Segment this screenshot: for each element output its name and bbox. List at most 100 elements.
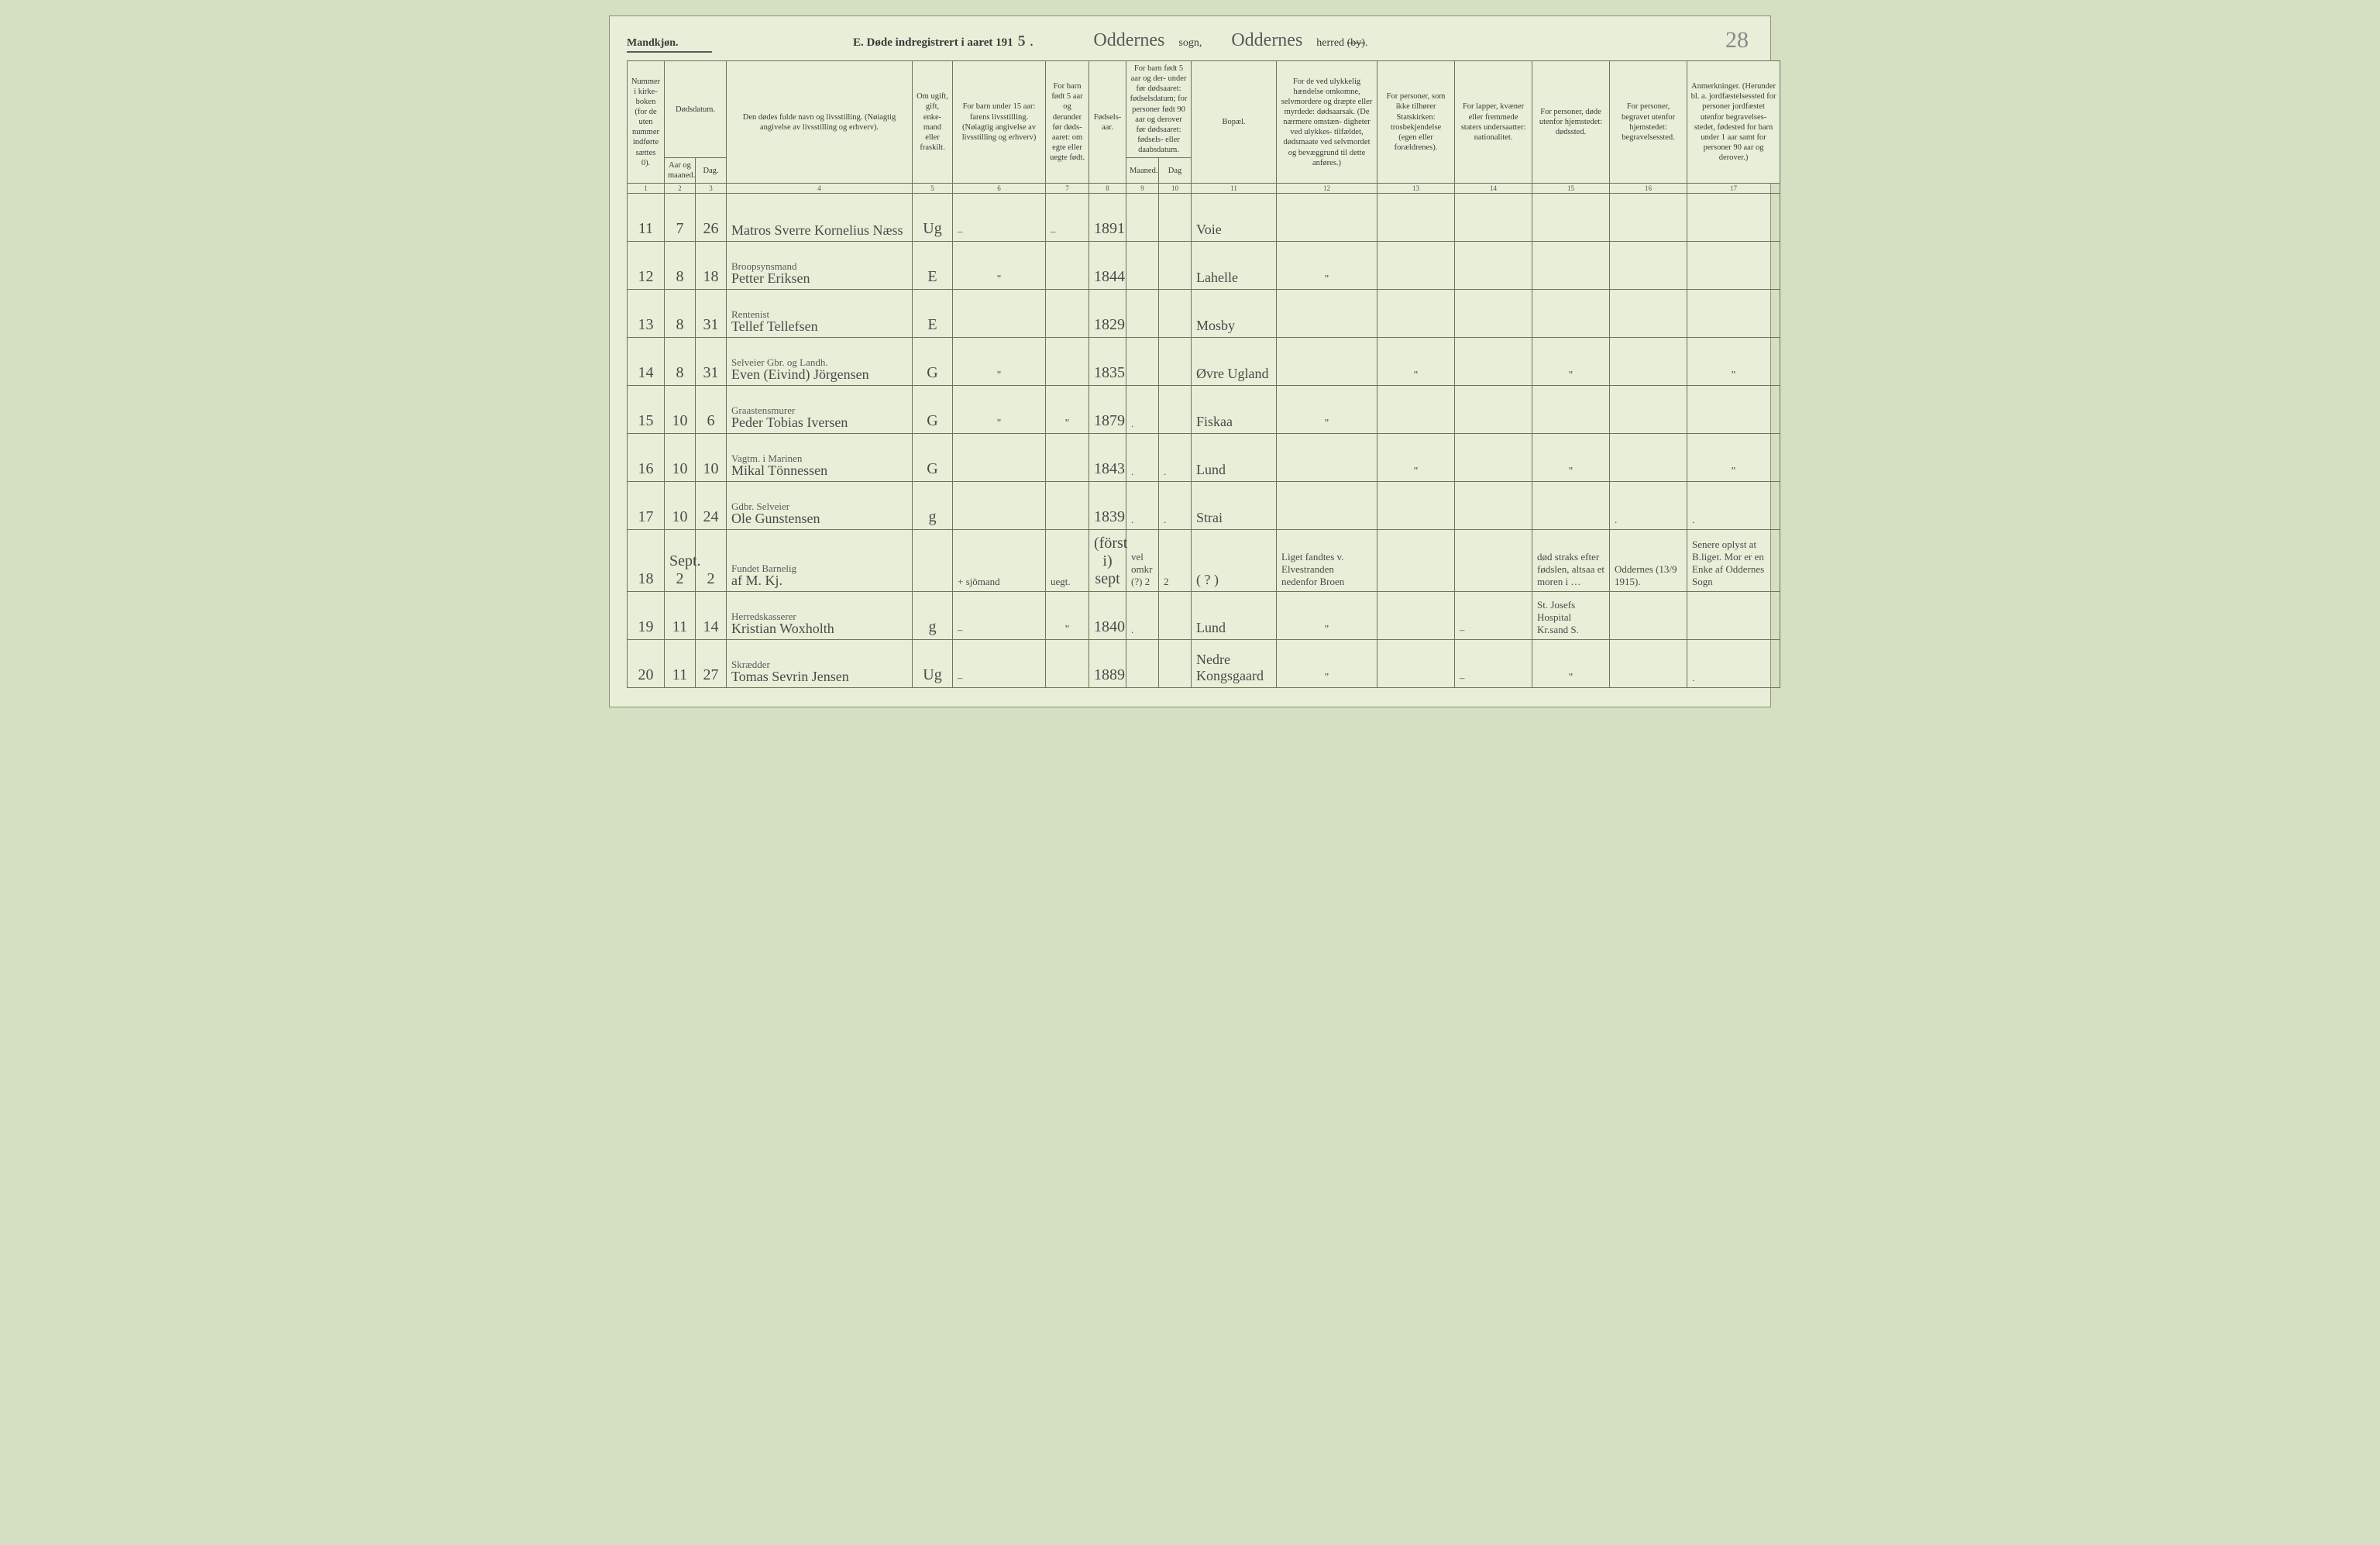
cell-number: 20 [628, 640, 665, 688]
table-row: 15106GraastensmurerPeder Tobias IversenG… [628, 386, 1780, 434]
cell-birth-day [1159, 386, 1192, 434]
ledger-table: Nummer i kirke- boken (for de uten numme… [627, 60, 1780, 688]
cell-name: Matros Sverre Kornelius Næss [727, 194, 913, 242]
cell-month: 8 [665, 242, 696, 290]
cell-day: 14 [696, 592, 727, 640]
occupation: Skrædder [731, 659, 907, 670]
col-9-10-header: For barn født 5 aar og der- under før dø… [1126, 61, 1192, 158]
person-name: Petter Eriksen [731, 271, 907, 286]
cell-cause: " [1277, 592, 1377, 640]
ledger-page: 28 Mandkjøn. E. Døde indregistrert i aar… [609, 15, 1771, 707]
person-name: Tomas Sevrin Jensen [731, 669, 907, 684]
cell-cause [1277, 290, 1377, 338]
cell-legit [1046, 338, 1089, 386]
cell-cause: " [1277, 242, 1377, 290]
cell-father [953, 290, 1046, 338]
person-name: Mikal Tönnessen [731, 463, 907, 478]
cell-birth-day [1159, 640, 1192, 688]
cell-remarks: . [1687, 482, 1780, 530]
cell-deathplace: " [1532, 338, 1610, 386]
district-label: herred (by). [1316, 37, 1367, 50]
col-7-header: For barn født 5 aar og derunder før døds… [1046, 61, 1089, 184]
cell-burialplace [1610, 434, 1687, 482]
cell-birth-month: . [1126, 386, 1159, 434]
col-12-header: For de ved ulykkelig hændelse omkomne, s… [1277, 61, 1377, 184]
cell-faith [1377, 592, 1455, 640]
cell-deathplace [1532, 482, 1610, 530]
cell-father: + sjömand [953, 530, 1046, 592]
cell-number: 16 [628, 434, 665, 482]
parish-label: sogn, [1178, 37, 1202, 50]
cell-birth-month [1126, 290, 1159, 338]
cell-father [953, 482, 1046, 530]
column-number-row: 1 2 3 4 5 6 7 8 9 10 11 12 13 14 15 16 1… [628, 184, 1780, 194]
person-name: Kristian Woxholth [731, 621, 907, 636]
cell-marital: g [913, 592, 953, 640]
cell-residence: Lund [1192, 592, 1277, 640]
occupation: Broopsynsmand [731, 261, 907, 272]
cell-name: Vagtm. i MarinenMikal Tönnessen [727, 434, 913, 482]
cell-deathplace [1532, 290, 1610, 338]
col-15-header: For personer, døde utenfor hjemstedet: d… [1532, 61, 1610, 184]
cell-remarks [1687, 242, 1780, 290]
struck-by: (by) [1347, 37, 1365, 49]
occupation: Gdbr. Selveier [731, 501, 907, 512]
cell-birthyear: 1889 [1089, 640, 1126, 688]
cell-legit [1046, 434, 1089, 482]
cell-cause [1277, 482, 1377, 530]
cell-residence: Strai [1192, 482, 1277, 530]
cell-faith [1377, 242, 1455, 290]
cell-residence: Øvre Ugland [1192, 338, 1277, 386]
cell-name: GraastensmurerPeder Tobias Iversen [727, 386, 913, 434]
table-row: 161010Vagtm. i MarinenMikal TönnessenG18… [628, 434, 1780, 482]
cell-name: Fundet Barneligaf M. Kj. [727, 530, 913, 592]
cell-burialplace [1610, 386, 1687, 434]
cell-name: SkrædderTomas Sevrin Jensen [727, 640, 913, 688]
cell-nationality: – [1455, 592, 1532, 640]
cell-cause [1277, 338, 1377, 386]
occupation: Fundet Barnelig [731, 563, 907, 574]
cell-burialplace: Oddernes (13/9 1915). [1610, 530, 1687, 592]
cell-nationality [1455, 242, 1532, 290]
cell-father: " [953, 338, 1046, 386]
person-name: Even (Eivind) Jörgensen [731, 367, 907, 382]
cell-number: 17 [628, 482, 665, 530]
cell-faith: " [1377, 434, 1455, 482]
cell-burialplace [1610, 592, 1687, 640]
cell-remarks: " [1687, 434, 1780, 482]
cell-marital [913, 530, 953, 592]
cell-legit: – [1046, 194, 1089, 242]
cell-faith [1377, 386, 1455, 434]
cell-faith [1377, 290, 1455, 338]
cell-residence: Voie [1192, 194, 1277, 242]
cell-month: 10 [665, 386, 696, 434]
cell-birth-day [1159, 592, 1192, 640]
occupation: Rentenist [731, 309, 907, 320]
table-row: 191114HerredskassererKristian Woxholthg–… [628, 592, 1780, 640]
cell-marital: g [913, 482, 953, 530]
col-10-sub: Dag [1159, 158, 1192, 184]
cell-number: 13 [628, 290, 665, 338]
cell-father: – [953, 592, 1046, 640]
cell-residence: Nedre Kongsgaard [1192, 640, 1277, 688]
col-1-header: Nummer i kirke- boken (for de uten numme… [628, 61, 665, 184]
cell-father [953, 434, 1046, 482]
title-prefix: Døde indregistrert i aaret 191 [867, 36, 1013, 49]
cell-birth-month [1126, 640, 1159, 688]
cell-number: 14 [628, 338, 665, 386]
cell-name: HerredskassererKristian Woxholth [727, 592, 913, 640]
cell-day: 26 [696, 194, 727, 242]
page-number: 28 [1725, 27, 1749, 53]
col-17-header: Anmerkninger. (Herunder bl. a. jordfæste… [1687, 61, 1780, 184]
cell-birthyear: 1835 [1089, 338, 1126, 386]
cell-marital: Ug [913, 640, 953, 688]
col-13-header: For personer, som ikke tilhører Statskir… [1377, 61, 1455, 184]
cell-faith: " [1377, 338, 1455, 386]
cell-birthyear: 1840 [1089, 592, 1126, 640]
table-row: 11726Matros Sverre Kornelius NæssUg––189… [628, 194, 1780, 242]
table-row: 14831Selveier Gbr. og Landh.Even (Eivind… [628, 338, 1780, 386]
cell-legit: " [1046, 386, 1089, 434]
cell-cause: " [1277, 640, 1377, 688]
occupation: Selveier Gbr. og Landh. [731, 357, 907, 368]
cell-name: Gdbr. SelveierOle Gunstensen [727, 482, 913, 530]
